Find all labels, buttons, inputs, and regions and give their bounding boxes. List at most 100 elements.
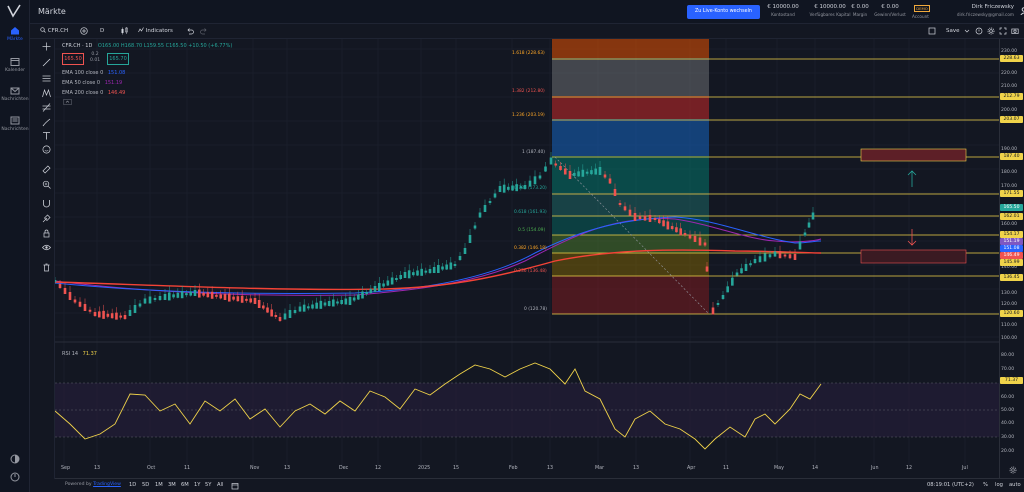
candle-body [679, 228, 683, 236]
range-5y[interactable]: 5Y [205, 482, 212, 488]
chevron-down-icon[interactable] [964, 28, 970, 34]
undo-icon[interactable] [186, 27, 194, 35]
fib-tool-icon[interactable] [42, 103, 51, 112]
candle-body [523, 185, 527, 189]
candle-body [373, 286, 377, 292]
user-icon[interactable] [1020, 7, 1024, 15]
ruler-icon[interactable] [42, 165, 51, 174]
candle-body [648, 215, 652, 222]
range-6m[interactable]: 6M [181, 482, 189, 488]
candle-body [369, 289, 373, 293]
pattern-icon[interactable] [42, 89, 51, 98]
sell-button[interactable]: 165.50 [62, 53, 84, 65]
sidebar-item-news-2[interactable]: Nachrichten [0, 116, 30, 132]
candle-body [798, 241, 802, 250]
fullscreen-icon[interactable] [999, 27, 1007, 35]
candle-body [55, 280, 57, 282]
fib-zone [552, 216, 709, 235]
trash-icon[interactable] [42, 263, 51, 272]
range-1d[interactable]: 1D [129, 482, 137, 488]
log-toggle[interactable]: log [995, 482, 1003, 488]
candle-body [298, 306, 302, 312]
candle-body [613, 189, 617, 196]
stay-drawing-icon[interactable] [42, 214, 51, 223]
add-symbol-icon[interactable] [80, 27, 88, 35]
range-all[interactable]: All [217, 482, 224, 488]
zoom-in-icon[interactable] [42, 180, 51, 189]
brand-link[interactable]: TradingView [93, 482, 121, 487]
time-axis-label: Oct [147, 466, 156, 471]
logout-icon[interactable] [10, 472, 20, 482]
layout-icon[interactable] [928, 27, 936, 35]
stat-pnl: € 0.00 Gewinn/Verlust [870, 4, 910, 17]
date-range-icon[interactable] [231, 482, 239, 490]
auto-toggle[interactable]: auto [1009, 482, 1021, 488]
candle-body [172, 294, 175, 298]
buy-button[interactable]: 165.70 [107, 53, 129, 65]
demo-label: Account [912, 14, 929, 19]
candle-body [675, 227, 678, 233]
clock[interactable]: 08:19:01 (UTC+2) [927, 482, 974, 488]
candle-body [352, 297, 356, 301]
save-button[interactable]: Save [946, 28, 960, 34]
price-axis-label: 190.00 [1001, 147, 1018, 152]
fib-trend-line [554, 156, 710, 315]
candle-body [498, 186, 502, 192]
range-3m[interactable]: 3M [168, 482, 176, 488]
magnet-icon[interactable] [42, 199, 51, 208]
switch-live-account-button[interactable]: Zu Live-Konto wechseln [687, 5, 760, 19]
emoji-icon[interactable] [42, 145, 51, 154]
candle-body [643, 215, 647, 221]
alert-icon[interactable] [975, 27, 983, 35]
price-axis-label: 180.00 [1001, 170, 1018, 175]
range-5d[interactable]: 5D [142, 482, 150, 488]
stat-value: € 0.00 [881, 4, 899, 10]
indicators-button[interactable]: Indicators [138, 27, 173, 36]
user-info[interactable]: Dirk Friczewsky dirk.friczewsky@gmail.co… [948, 4, 1014, 17]
range-1m[interactable]: 1M [155, 482, 163, 488]
candle-body [559, 166, 562, 170]
candle-body [102, 310, 105, 319]
candle-body [93, 312, 97, 316]
candle-body [594, 168, 598, 175]
collapse-legend-icon[interactable] [63, 99, 72, 105]
candle-body [73, 299, 77, 303]
ema100-value: 151.08 [107, 70, 126, 76]
candle-body [807, 222, 811, 228]
redo-icon[interactable] [200, 27, 208, 35]
sidebar-item-news[interactable]: Nachrichten [0, 86, 30, 102]
crosshair-icon[interactable] [42, 42, 51, 51]
fib-zone [552, 253, 709, 276]
candle-body [63, 288, 67, 294]
trend-line-icon[interactable] [42, 58, 51, 67]
indicators-label: Indicators [145, 28, 173, 34]
text-tool-icon[interactable] [42, 131, 51, 140]
brush-icon[interactable] [42, 118, 51, 127]
candles-icon[interactable] [120, 27, 129, 35]
sidebar-item-markets[interactable]: Märkte [0, 26, 30, 42]
sidebar-item-calendar[interactable]: Kalender [0, 57, 30, 73]
candle-body [473, 225, 477, 229]
axis-settings-icon[interactable] [1009, 466, 1017, 474]
settings-icon[interactable] [987, 27, 995, 35]
candle-body [68, 292, 72, 300]
range-1y[interactable]: 1Y [194, 482, 201, 488]
interval-selector[interactable]: D [100, 28, 105, 34]
candle-body [119, 315, 123, 318]
candle-body [245, 298, 248, 301]
eye-icon[interactable] [42, 243, 51, 252]
theme-toggle-icon[interactable] [10, 454, 20, 464]
candle-body [538, 175, 542, 179]
camera-icon[interactable] [1011, 27, 1019, 35]
candle-body [240, 295, 244, 303]
symbol-search[interactable]: CFR.CH [40, 27, 68, 36]
percent-toggle[interactable]: % [983, 482, 988, 488]
horizontal-lines-icon[interactable] [42, 74, 51, 83]
time-axis-label: 15 [453, 466, 460, 471]
ema50-value: 151.19 [104, 80, 123, 86]
candle-body [533, 176, 537, 185]
price-chart[interactable] [55, 39, 999, 479]
lock-icon[interactable] [42, 229, 51, 238]
indicators-icon [138, 27, 144, 33]
candle-body [432, 267, 436, 273]
